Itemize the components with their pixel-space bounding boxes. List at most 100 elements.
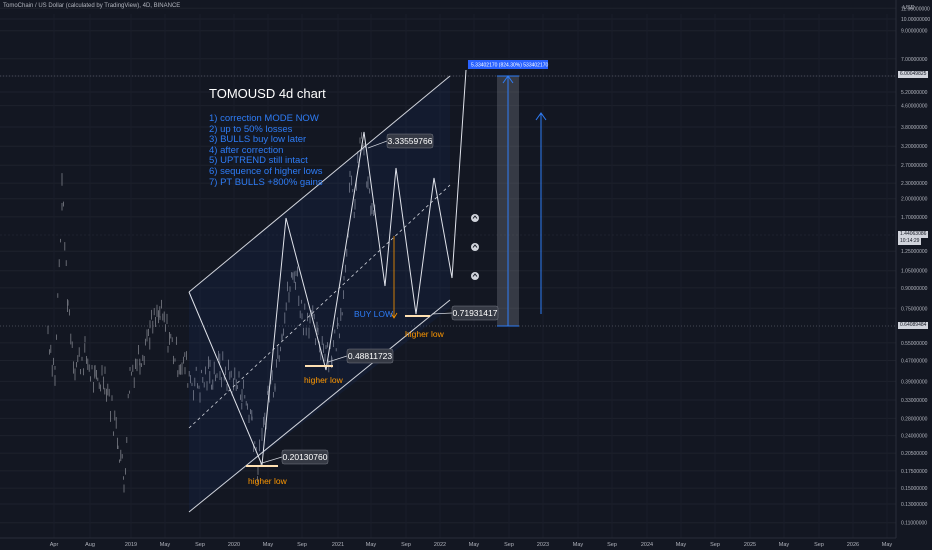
note-3: 3) BULLS buy low later bbox=[209, 134, 307, 146]
y-tick-label: 0.20500000 bbox=[901, 451, 928, 457]
projection-zigzag bbox=[188, 69, 467, 466]
x-tick-label: 2021 bbox=[332, 542, 344, 548]
y-tick-label: 0.33000000 bbox=[901, 398, 928, 404]
y-tick-label: 0.15000000 bbox=[901, 486, 928, 492]
y-tick-label: 0.90000000 bbox=[901, 286, 928, 292]
callout-leader bbox=[431, 312, 453, 315]
callout-leader bbox=[367, 140, 388, 149]
y-tick-label: 1.05000000 bbox=[901, 269, 928, 275]
y-tick-label: 0.28000000 bbox=[901, 416, 928, 422]
x-tick-label: 2023 bbox=[537, 542, 549, 548]
price-box-upper: 6.00049825 bbox=[898, 71, 929, 78]
chart-drawings: 5.33402170 (824.30%) 533402170 BUY LOW hig… bbox=[0, 60, 896, 513]
price-box-lower: 0.64089484 bbox=[898, 322, 929, 329]
up-arrow-icon-glyph bbox=[472, 273, 478, 277]
y-tick-label: 1.25000000 bbox=[901, 249, 928, 255]
y-tick-label: 0.17500000 bbox=[901, 469, 928, 475]
x-tick-label: May bbox=[676, 542, 687, 548]
x-tick-label: May bbox=[882, 542, 893, 548]
y-tick-label: 0.13000000 bbox=[901, 502, 928, 508]
callout-box bbox=[346, 348, 394, 364]
channel-fill bbox=[189, 76, 450, 512]
x-tick-label: Apr bbox=[50, 542, 59, 548]
x-tick-label: Sep bbox=[607, 542, 617, 548]
projection-label: 5.33402170 (824.30%) 533402170 bbox=[471, 63, 549, 69]
x-tick-label: May bbox=[160, 542, 171, 548]
symbol-header: TomoChain / US Dollar (calculated by Tra… bbox=[3, 3, 181, 9]
x-tick-label: 2024 bbox=[641, 542, 653, 548]
x-tick-label: Sep bbox=[297, 542, 307, 548]
note-4: 4) after correction bbox=[209, 144, 284, 156]
x-tick-label: Sep bbox=[710, 542, 720, 548]
chart-annotation-title: TOMOUSD 4d chart bbox=[209, 86, 326, 101]
higher-low-label: higher low bbox=[405, 329, 445, 339]
x-tick-label: May bbox=[366, 542, 377, 548]
y-tick-label: 2.30000000 bbox=[901, 181, 928, 187]
higher-low-label: higher low bbox=[304, 375, 344, 385]
x-tick-label: Sep bbox=[401, 542, 411, 548]
x-tick-label: May bbox=[573, 542, 584, 548]
x-tick-label: May bbox=[779, 542, 790, 548]
x-tick-label: Aug bbox=[85, 542, 95, 548]
y-tick-label: 3.20000000 bbox=[901, 144, 928, 150]
x-tick-label: May bbox=[263, 542, 274, 548]
higher-low-label: higher low bbox=[248, 476, 288, 486]
y-tick-label: 0.39000000 bbox=[901, 379, 928, 385]
y-tick-label: 0.24000000 bbox=[901, 434, 928, 440]
y-tick-label: 0.75000000 bbox=[901, 306, 928, 312]
y-tick-label: 9.00000000 bbox=[901, 29, 928, 35]
price-box-time: 10:14:29 bbox=[898, 238, 922, 245]
channel-lower-line bbox=[188, 299, 451, 513]
x-tick-label: 2020 bbox=[228, 542, 240, 548]
y-tick-label: 2.00000000 bbox=[901, 197, 928, 203]
note-6: 6) sequence of higher lows bbox=[209, 165, 323, 177]
x-tick-label: Sep bbox=[504, 542, 514, 548]
callout-value: 3.33559766 bbox=[388, 136, 433, 146]
note-2: 2) up to 50% losses bbox=[209, 123, 293, 135]
y-tick-label: 11.00000000 bbox=[901, 6, 930, 12]
y-tick-label: 4.60000000 bbox=[901, 104, 928, 110]
projection-label-bg bbox=[468, 60, 548, 69]
target-arrow-head bbox=[535, 112, 547, 121]
y-tick-label: 7.00000000 bbox=[901, 57, 928, 63]
up-arrow-icon bbox=[471, 243, 479, 251]
up-arrow-icon bbox=[471, 272, 479, 280]
axis-unit: USD bbox=[903, 5, 915, 11]
note-5: 5) UPTREND still intact bbox=[209, 155, 308, 167]
x-tick-label: Sep bbox=[195, 542, 205, 548]
x-tick-label: Sep bbox=[814, 542, 824, 548]
x-tick-label: 2022 bbox=[434, 542, 446, 548]
note-1: 1) correction MODE NOW bbox=[209, 113, 319, 124]
x-tick-label: 2026 bbox=[847, 542, 859, 548]
y-tick-label: 10.00000000 bbox=[901, 17, 930, 23]
x-tick-label: 2019 bbox=[125, 542, 137, 548]
x-tick-label: May bbox=[469, 542, 480, 548]
up-arrow-icon-glyph bbox=[472, 244, 478, 248]
callout-leader bbox=[327, 355, 348, 363]
callout-box bbox=[451, 305, 499, 321]
correction-arrow-head bbox=[390, 312, 398, 319]
buy-low-label: BUY LOW bbox=[354, 309, 393, 319]
callout-value: 0.48811723 bbox=[348, 351, 393, 361]
price-box-current: 1.44063086 bbox=[898, 231, 929, 238]
x-tick-label: 2025 bbox=[744, 542, 756, 548]
y-tick-label: 2.70000000 bbox=[901, 163, 928, 169]
note-7: 7) PT BULLS +800% gains bbox=[209, 176, 323, 188]
callout-box bbox=[386, 133, 434, 149]
y-tick-label: 0.47000000 bbox=[901, 358, 928, 364]
up-arrow-icon-glyph bbox=[472, 215, 478, 219]
y-tick-label: 0.11000000 bbox=[901, 521, 927, 527]
y-tick-label: 1.70000000 bbox=[901, 215, 928, 221]
y-tick-label: 5.20000000 bbox=[901, 90, 928, 96]
price-candles bbox=[47, 132, 376, 493]
callout-box bbox=[281, 449, 329, 465]
annotation-notes: 1) correction MODE NOW 2) up to 50% loss… bbox=[209, 113, 323, 188]
y-tick-label: 0.55000000 bbox=[901, 341, 928, 347]
up-arrow-icon bbox=[471, 214, 479, 222]
callout-value: 0.71931417 bbox=[453, 308, 498, 318]
callout-value: 0.20130760 bbox=[283, 452, 328, 462]
y-tick-label: 3.80000000 bbox=[901, 125, 928, 131]
gridlines bbox=[0, 7, 896, 538]
callout-leader bbox=[261, 456, 283, 464]
